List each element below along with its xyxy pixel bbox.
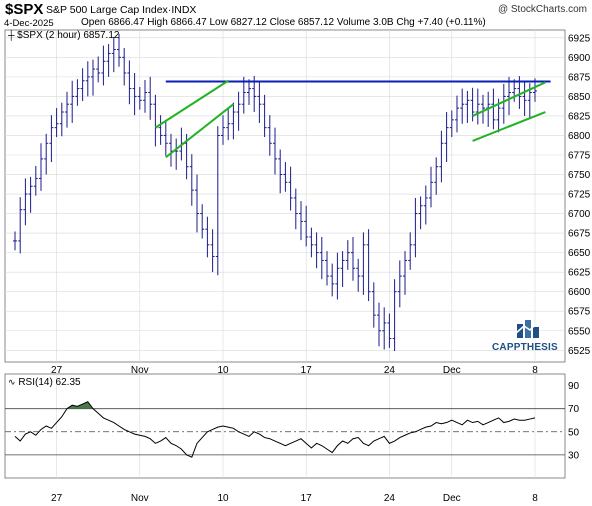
price-y-tick-label: 6550 [568, 326, 591, 337]
watermark: @ StockCharts.com [497, 4, 587, 15]
rsi-line [14, 401, 536, 458]
price-y-tick-label: 6850 [568, 92, 591, 103]
channel-line [154, 79, 229, 129]
close-value: 6857.12 [297, 17, 335, 28]
price-x-tick-label: Nov [131, 365, 149, 376]
chg-label: Chg [396, 17, 415, 28]
rsi-x-tick-label: 8 [532, 493, 538, 504]
price-x-tick-label: 10 [217, 365, 229, 376]
line-icon: ∿ [8, 377, 16, 387]
index-name: S&P 500 Large Cap Index·INDX [46, 4, 197, 16]
price-y-tick-label: 6675 [568, 229, 591, 240]
rsi-x-tick-label: 17 [301, 493, 313, 504]
low-label: Low [209, 17, 228, 28]
price-y-tick-label: 6875 [568, 72, 591, 83]
chart-header: $SPX S&P 500 Large Cap Index·INDX @ Stoc… [3, 0, 589, 30]
chg-value: +7.40 (+0.11%) [417, 17, 486, 28]
rsi-x-tick-label: Dec [443, 493, 461, 504]
price-y-tick-label: 6750 [568, 170, 591, 181]
price-y-tick-label: 6725 [568, 190, 591, 201]
bar-icon: ┼ [8, 30, 15, 40]
price-x-tick-label: 17 [301, 365, 313, 376]
rsi-panel-frame [4, 373, 566, 479]
chart-date: 4-Dec-2025 [4, 18, 54, 29]
logo-mark-icon [514, 318, 542, 338]
volume-label: Volume [336, 17, 371, 28]
high-label: High [147, 17, 168, 28]
rsi-x-tick-label: 10 [217, 493, 229, 504]
rsi-y-tick-label: 90 [568, 381, 580, 392]
index-name-text: S&P 500 Large Cap Index [46, 4, 168, 16]
price-x-tick-label: Dec [443, 365, 461, 376]
price-y-tick-label: 6575 [568, 307, 591, 318]
rsi-y-tick-label: 30 [568, 450, 580, 461]
rsi-x-tick-label: Nov [131, 493, 149, 504]
price-x-tick-label: 8 [532, 365, 538, 376]
channel-line [165, 103, 235, 159]
ohlc-readout: Open 6866.47 High 6866.47 Low 6827.12 Cl… [81, 17, 486, 28]
rsi-legend-text: RSI(14) 62.35 [18, 377, 81, 388]
rsi-x-tick-label: 24 [384, 493, 396, 504]
price-y-tick-label: 6925 [568, 33, 591, 44]
price-y-tick-label: 6800 [568, 131, 591, 142]
open-value: 6866.47 [108, 17, 145, 28]
price-y-tick-label: 6900 [568, 53, 591, 64]
channel-line [472, 111, 546, 142]
rsi-x-tick-label: 27 [51, 493, 63, 504]
price-legend-text: $SPX (2 hour) 6857.12 [17, 30, 120, 41]
price-y-tick-label: 6650 [568, 248, 591, 259]
high-value: 6866.47 [170, 17, 207, 28]
low-value: 6827.12 [230, 17, 267, 28]
open-label: Open [81, 17, 106, 28]
price-x-tick-label: 24 [384, 365, 396, 376]
channel-line [472, 81, 546, 117]
price-y-tick-label: 6600 [568, 287, 591, 298]
exchange: INDX [171, 4, 197, 16]
price-y-tick-label: 6525 [568, 346, 591, 357]
rsi-y-tick-label: 50 [568, 427, 580, 438]
price-y-tick-label: 6625 [568, 268, 591, 279]
price-y-tick-label: 6700 [568, 209, 591, 220]
close-label: Close [269, 17, 296, 28]
symbol: $SPX [5, 1, 44, 18]
rsi-y-tick-label: 70 [568, 404, 580, 415]
price-panel-frame [4, 29, 566, 363]
price-x-tick-label: 27 [51, 365, 63, 376]
capp-thesis-logo: CAPPTHESIS [492, 318, 572, 358]
price-y-tick-label: 6825 [568, 111, 591, 122]
volume-value: 3.0B [373, 17, 394, 28]
rsi-legend: ∿ RSI(14) 62.35 [8, 377, 81, 388]
price-legend: ┼ $SPX (2 hour) 6857.12 [8, 30, 119, 41]
logo-text: CAPPTHESIS [492, 342, 558, 353]
price-y-tick-label: 6775 [568, 150, 591, 161]
